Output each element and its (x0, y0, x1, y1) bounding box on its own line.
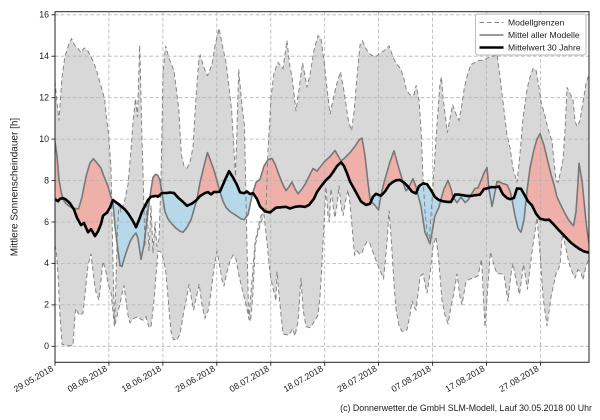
svg-text:Mittlere Sonnenscheindauer [h]: Mittlere Sonnenscheindauer [h] (10, 118, 21, 257)
svg-text:0: 0 (44, 341, 49, 351)
svg-text:(c) Donnerwetter.de GmbH SLM-M: (c) Donnerwetter.de GmbH SLM-Modell, Lau… (340, 403, 592, 413)
svg-text:4: 4 (44, 258, 49, 268)
svg-text:8: 8 (44, 175, 49, 185)
svg-text:Modellgrenzen: Modellgrenzen (508, 17, 565, 27)
svg-text:Mittel aller Modelle: Mittel aller Modelle (508, 30, 580, 40)
svg-text:16: 16 (39, 10, 49, 20)
svg-text:Mittelwert 30 Jahre: Mittelwert 30 Jahre (508, 42, 581, 52)
svg-text:10: 10 (39, 134, 49, 144)
svg-text:12: 12 (39, 93, 49, 103)
svg-text:2: 2 (44, 300, 49, 310)
svg-text:14: 14 (39, 51, 49, 61)
svg-text:6: 6 (44, 217, 49, 227)
